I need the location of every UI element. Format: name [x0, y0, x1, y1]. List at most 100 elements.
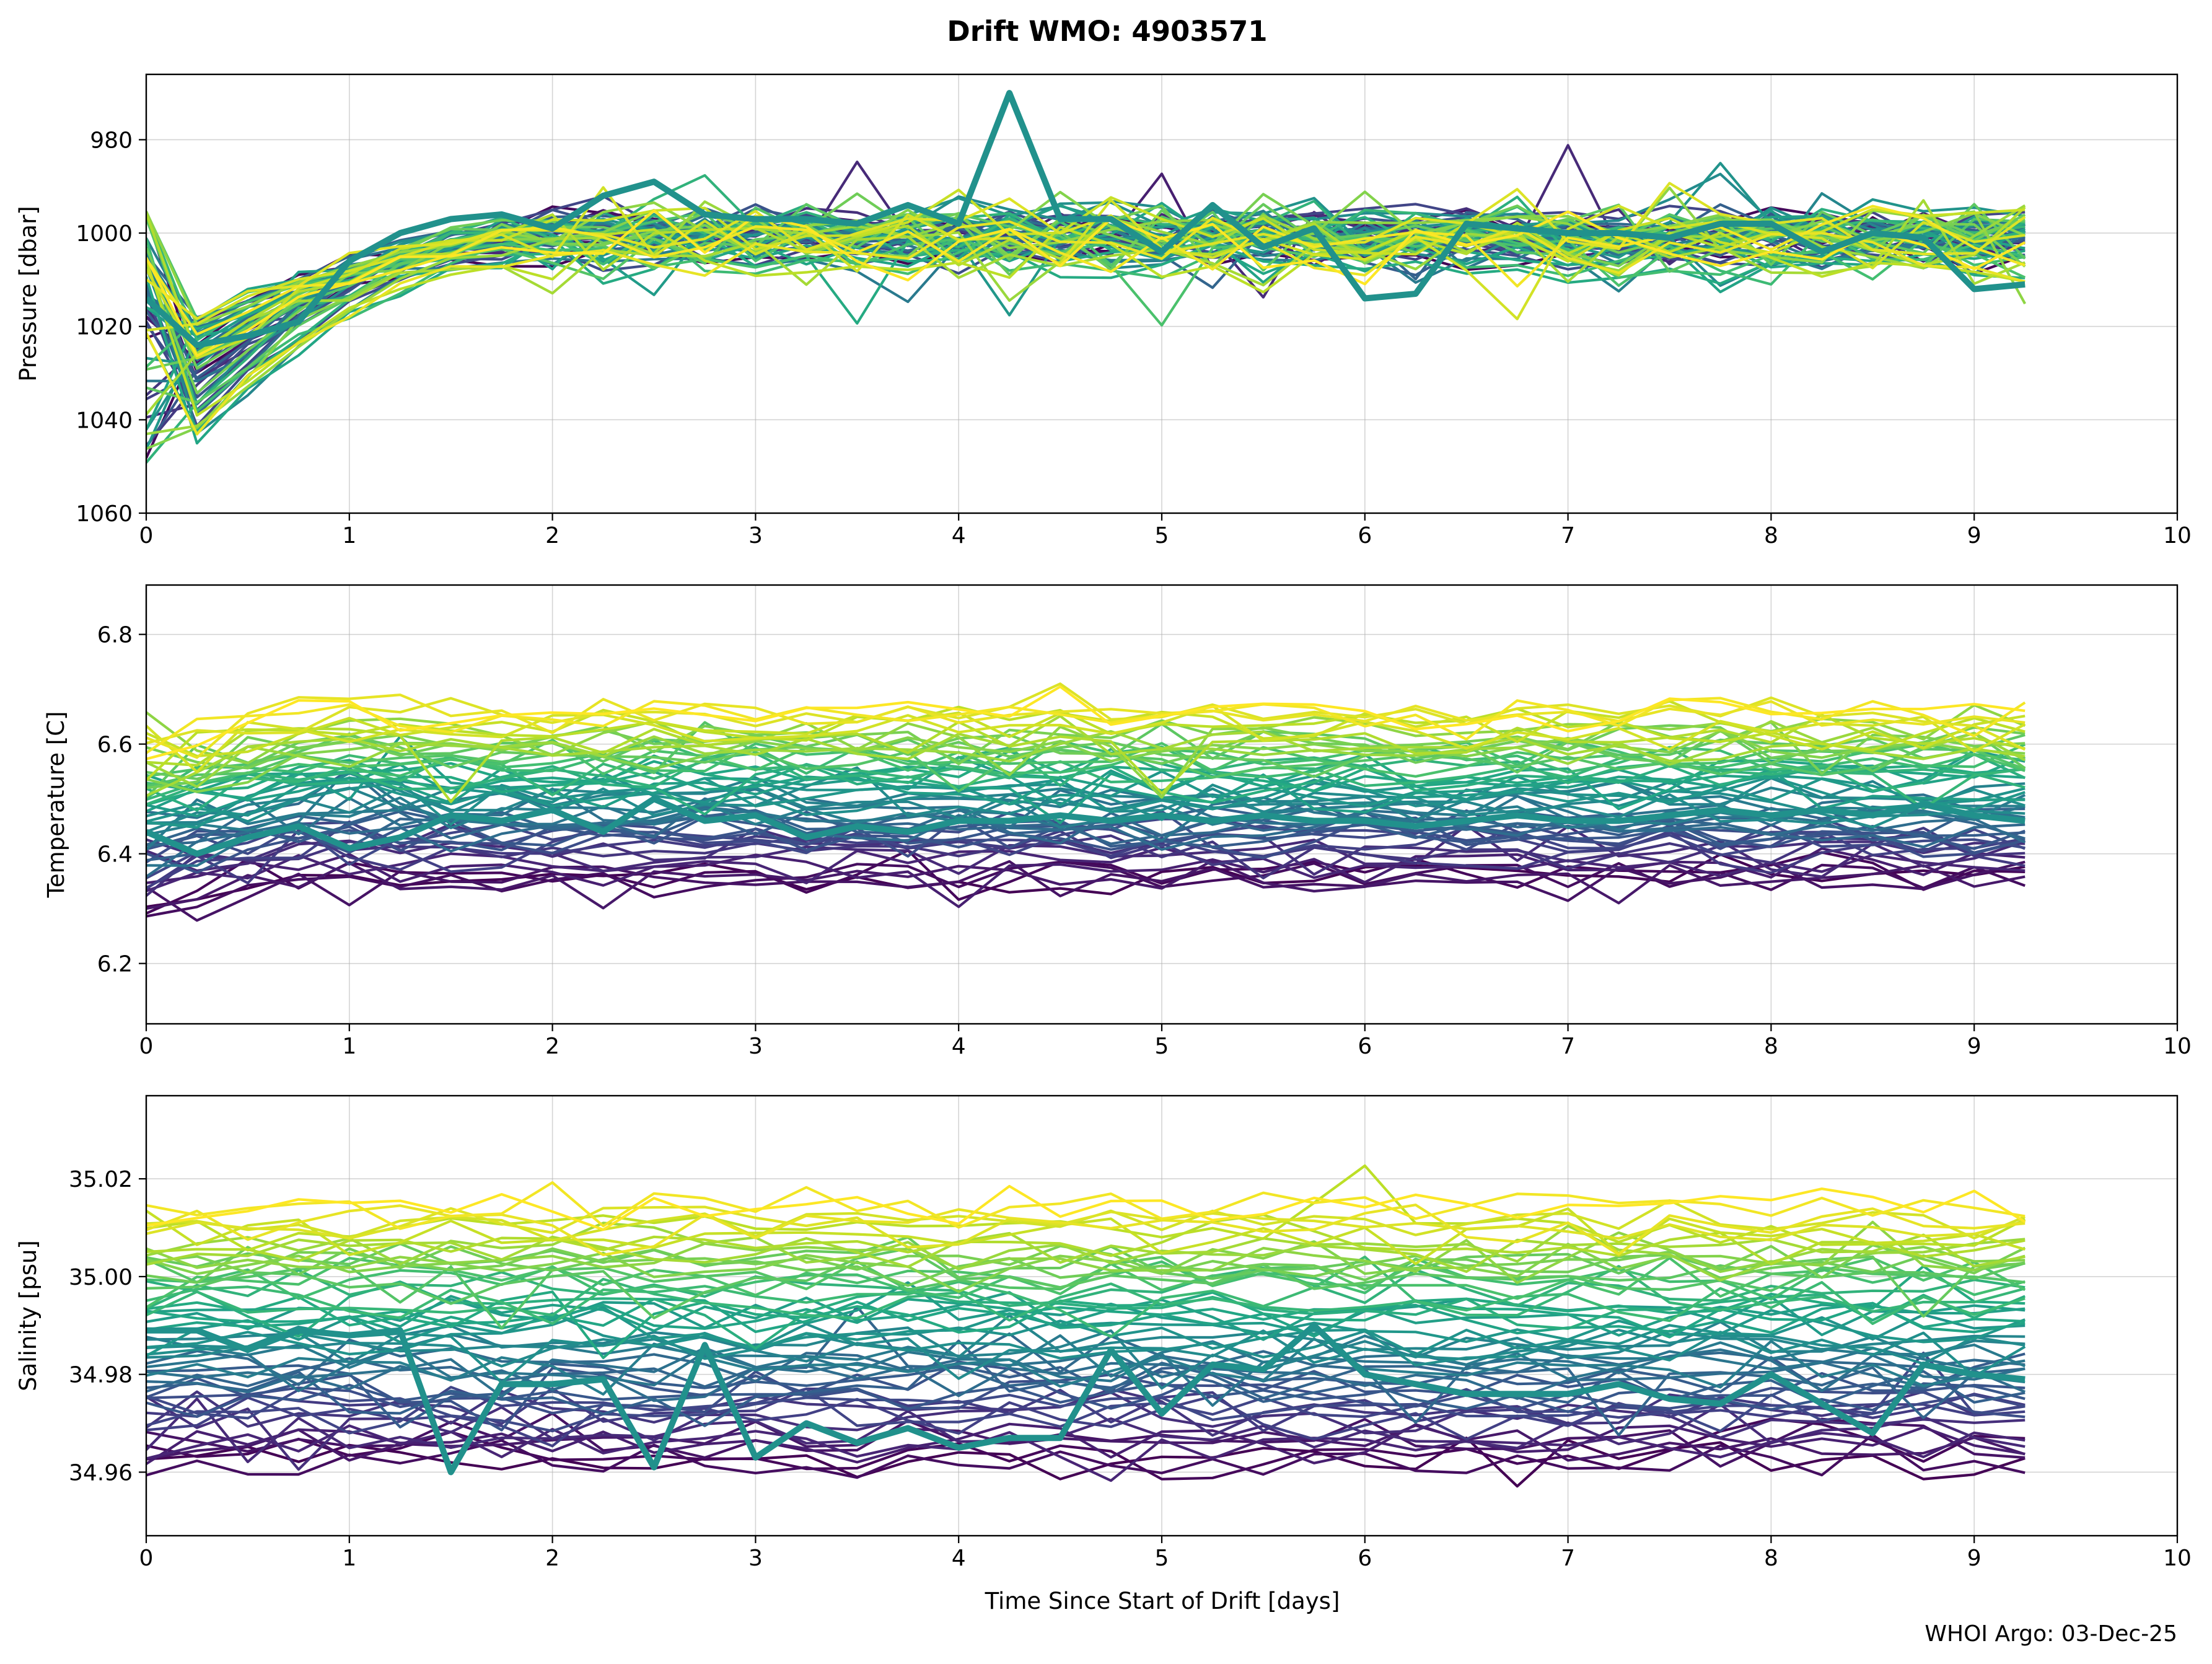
series-line — [146, 1280, 2026, 1350]
x-tick-label: 9 — [1967, 1546, 1982, 1571]
series-line — [146, 1305, 2025, 1437]
series-line — [146, 1323, 2026, 1384]
series-line — [146, 1412, 2025, 1468]
x-tick-label: 9 — [1967, 523, 1982, 548]
series-line — [146, 685, 2025, 760]
x-tick-label: 2 — [545, 1034, 560, 1059]
series-line — [146, 1422, 2025, 1465]
series-line — [146, 715, 2025, 798]
highlight-series-line — [146, 796, 2025, 857]
y-tick-label: 1040 — [76, 408, 133, 433]
y-tick-label: 6.6 — [97, 733, 133, 758]
x-tick-label: 8 — [1764, 523, 1778, 548]
series-line — [146, 705, 2025, 781]
series-line — [146, 738, 2025, 778]
series-line — [146, 770, 2025, 829]
y-tick-label: 1020 — [76, 315, 133, 340]
x-tick-label: 7 — [1561, 523, 1575, 548]
series-line — [146, 729, 2025, 793]
salinity-series-group — [146, 1164, 2026, 1488]
salinity-panel: 0 1 2 3 4 5 6 7 8 9 10 34.96 34.98 35.00 35.02 Salinity… — [15, 1094, 2192, 1571]
x-tick-label: 1 — [342, 523, 356, 548]
series-line — [146, 705, 2026, 773]
series-line — [146, 847, 2025, 909]
x-tick-label: 3 — [748, 1546, 763, 1571]
x-tick-label: 4 — [952, 1546, 966, 1571]
x-tick-label: 8 — [1764, 1034, 1778, 1059]
series-line — [146, 1240, 2025, 1293]
pressure-panel: 0 1 2 3 4 5 6 7 8 9 10 980 1000 1020 1040 1060 Pressure … — [15, 73, 2192, 548]
series-line — [146, 822, 2025, 897]
series-line — [146, 697, 2026, 754]
series-line — [146, 1231, 2025, 1273]
x-tick-label: 3 — [748, 523, 763, 548]
series-line — [146, 209, 2026, 358]
y-axis-label: Salinity [psu] — [15, 1240, 42, 1391]
series-line — [146, 1266, 2025, 1310]
y-axis-label: Pressure [dbar] — [15, 206, 42, 381]
series-line — [146, 720, 2026, 788]
series-line — [146, 1184, 2026, 1231]
series-line — [146, 816, 2025, 874]
series-line — [146, 1388, 2025, 1433]
series-line — [146, 767, 2025, 814]
series-line — [146, 809, 2025, 879]
x-tick-label: 3 — [748, 1034, 763, 1059]
series-line — [146, 227, 2025, 413]
series-line — [146, 849, 2025, 915]
y-tick-label: 1000 — [76, 221, 133, 247]
series-line — [146, 693, 2025, 759]
series-line — [146, 182, 2026, 320]
highlight-series-line — [146, 1322, 2025, 1476]
temperature-series-group — [146, 682, 2026, 922]
x-tick-label: 2 — [545, 523, 560, 548]
series-line — [146, 1312, 2025, 1356]
x-tick-label: 5 — [1155, 1034, 1169, 1059]
series-line — [146, 1181, 2025, 1230]
series-line — [146, 1205, 2025, 1249]
x-tick-label: 4 — [952, 1034, 966, 1059]
series-line — [146, 1424, 2025, 1482]
series-line — [146, 1207, 2025, 1266]
x-axis-label: Time Since Start of Drift [days] — [985, 1588, 1340, 1614]
series-line — [146, 796, 2025, 837]
x-tick-label: 7 — [1561, 1034, 1575, 1059]
series-line — [146, 1298, 2025, 1338]
footer-credit: WHOI Argo: 03-Dec-25 — [1925, 1621, 2177, 1647]
series-line — [146, 1255, 2025, 1339]
x-tick-label: 4 — [952, 523, 966, 548]
series-line — [146, 806, 2026, 878]
y-tick-label: 34.98 — [69, 1363, 133, 1388]
y-tick-label: 6.2 — [97, 952, 133, 977]
series-line — [146, 1321, 2025, 1390]
series-line — [146, 766, 2025, 826]
series-line — [146, 1220, 2025, 1284]
panels: 0 1 2 3 4 5 6 7 8 9 109801000102010401060Pressure … — [15, 73, 2192, 1571]
pressure-series-group — [146, 90, 2027, 464]
series-line — [146, 199, 2026, 416]
x-tick-label: 5 — [1155, 523, 1169, 548]
y-tick-label: 34.96 — [69, 1460, 133, 1486]
series-line — [146, 1397, 2025, 1463]
x-tick-label: 8 — [1764, 1546, 1778, 1571]
series-line — [146, 713, 2025, 803]
x-tick-label: 7 — [1561, 1546, 1575, 1571]
series-line — [146, 186, 2025, 332]
series-line — [146, 860, 2025, 922]
highlight-series-line — [146, 90, 2025, 348]
figure-title: Drift WMO: 4903571 — [947, 15, 1267, 48]
series-line — [146, 203, 2026, 371]
x-tick-label: 6 — [1358, 1546, 1372, 1571]
series-line — [146, 860, 2025, 918]
series-line — [146, 1351, 2025, 1435]
x-tick-label: 10 — [2163, 1546, 2192, 1571]
temperature-panel: 0 1 2 3 4 5 6 7 8 9 10 6.2 6.4 6.6 6.8 Temperature [C] — [43, 584, 2192, 1059]
y-tick-label: 35.00 — [69, 1265, 133, 1290]
x-tick-label: 9 — [1967, 1034, 1982, 1059]
x-tick-label: 1 — [342, 1034, 356, 1059]
x-tick-label: 6 — [1358, 1034, 1372, 1059]
x-tick-label: 0 — [139, 523, 154, 548]
series-line — [146, 846, 2025, 892]
x-tick-label: 0 — [139, 1546, 154, 1571]
